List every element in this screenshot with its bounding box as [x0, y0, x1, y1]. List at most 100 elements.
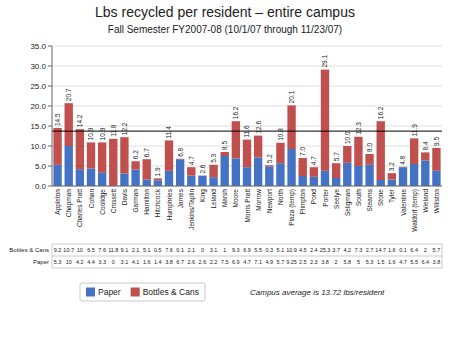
table-cell: 3.7: [332, 247, 340, 253]
x-tick-label: Stone: [377, 189, 384, 206]
x-tick-label: Chapman: [65, 189, 73, 218]
table-cell: 5.7: [277, 259, 285, 265]
bar-segment: [143, 180, 151, 186]
bar-segment: [365, 165, 373, 186]
legend-label: Bottles & Cans: [143, 287, 199, 297]
table-cell: 14.7: [375, 247, 386, 253]
bar-segment: [65, 103, 73, 146]
legend-swatch: [86, 288, 95, 297]
bar-segment: [265, 165, 273, 166]
bar-segment: [365, 154, 373, 165]
bar-segment: [332, 178, 340, 186]
grid: [52, 46, 442, 186]
bar-segment: [76, 129, 84, 169]
table-cell: 9.3: [232, 247, 240, 253]
x-tick-label: Humphries: [166, 188, 174, 220]
x-tick-label: Garman: [132, 189, 139, 213]
total-label: 11.4: [166, 126, 173, 139]
subtitle: Fall Semester FY2007-08 (10/1/07 through…: [108, 24, 342, 35]
page: {"chart_data": { "type": "bar", "stacked…: [0, 0, 450, 338]
bar-segment: [187, 176, 195, 186]
bar-segment: [53, 165, 61, 186]
bar-segment: [399, 166, 407, 167]
bar-segment: [65, 146, 73, 186]
bar-segment: [87, 168, 95, 186]
bar-segment: [410, 138, 418, 164]
total-label: 16.2: [377, 106, 384, 119]
total-label: 8.4: [422, 141, 429, 150]
x-tick-label: Charles Pratt: [76, 189, 83, 227]
bar-segment: [154, 180, 162, 186]
bar-segment: [321, 70, 329, 171]
x-tick-label: Davis: [121, 188, 128, 205]
total-label: 6.7: [143, 148, 150, 157]
total-label: 16.2: [232, 106, 239, 119]
total-label: 14.5: [54, 113, 61, 126]
x-tick-label: Moore: [232, 189, 239, 208]
x-tick-label: Tyler: [388, 188, 396, 203]
x-tick-label: King: [199, 189, 207, 202]
bar-segment: [243, 167, 251, 186]
table-cell: 4.7: [399, 259, 407, 265]
total-label: 3.2: [388, 162, 395, 171]
table-cell: 1.5: [377, 259, 385, 265]
table-cell: 3.1: [121, 259, 129, 265]
x-tick-label: Waldorf (temp): [411, 189, 419, 232]
total-label: 6.2: [132, 150, 139, 159]
grid-line: [52, 86, 442, 87]
table-cell: 5.1: [277, 247, 285, 253]
x-tick-label: Pond: [310, 189, 317, 205]
table-cell: 9.25: [286, 259, 297, 265]
total-label: 8.0: [366, 143, 373, 152]
title: Lbs recycled per resident – entire campu…: [95, 4, 355, 20]
bar-segment: [120, 137, 128, 173]
bar-segment: [421, 160, 429, 186]
bar-segment: [343, 146, 351, 163]
bar-segment: [321, 171, 329, 186]
bar-segment: [254, 158, 262, 186]
x-tick-label: Hitchcock: [154, 188, 161, 217]
table-cell: 2.2: [210, 259, 218, 265]
total-label: 7.0: [299, 147, 306, 156]
bar-segment: [176, 159, 184, 186]
table-cell: 4.7: [243, 259, 251, 265]
table-cell: 0.5: [154, 247, 162, 253]
x-axis-line: [52, 186, 442, 187]
y-tick: [48, 166, 52, 167]
table-cell: 3.8: [165, 259, 173, 265]
total-label: 12.3: [355, 122, 362, 135]
bar-segment: [221, 156, 229, 186]
total-label: 14.2: [76, 114, 83, 127]
bar-segment: [287, 105, 295, 149]
x-tick-label: Plaza (temp): [288, 189, 296, 226]
table-cell: 6.4: [421, 259, 429, 265]
table-cell: 2.6: [199, 259, 207, 265]
y-tick: [48, 126, 52, 127]
bar-segment: [388, 173, 396, 179]
bar-segment: [198, 176, 206, 186]
bar-segment: [254, 136, 262, 158]
total-labels: 14.520.714.210.910.911.812.26.26.71.911.…: [54, 55, 440, 177]
table-cell: 9.2: [54, 247, 62, 253]
chart: Lbs recycled per resident – entire campu…: [0, 0, 450, 338]
table-line: [442, 244, 443, 268]
total-label: 4.7: [310, 156, 317, 165]
y-tick-label: 35.0: [30, 42, 46, 51]
y-tick-label: 30.0: [30, 62, 46, 71]
table-cell: 1: [223, 247, 226, 253]
x-tick-label: Porter: [322, 188, 329, 207]
table-cell: 2: [335, 259, 338, 265]
x-tick-label: Morris Pratt: [244, 189, 251, 223]
table-cell: 0: [112, 259, 115, 265]
table-cell: 4.2: [76, 259, 84, 265]
bar-segment: [76, 169, 84, 186]
legend-label: Paper: [98, 287, 121, 297]
data-table: Bottles & Cans9.210.7106.57.611.89.12.15…: [9, 244, 442, 268]
table-cell: 11.8: [108, 247, 118, 253]
y-axis: 0.05.010.015.020.025.030.035.0: [30, 42, 52, 191]
x-tick-label: Leland: [210, 189, 217, 209]
x-tick-label: James: [177, 188, 184, 208]
table-cell: 5.5: [254, 247, 262, 253]
x-tick-label: Williston: [433, 189, 440, 214]
bar-segment: [187, 167, 195, 175]
